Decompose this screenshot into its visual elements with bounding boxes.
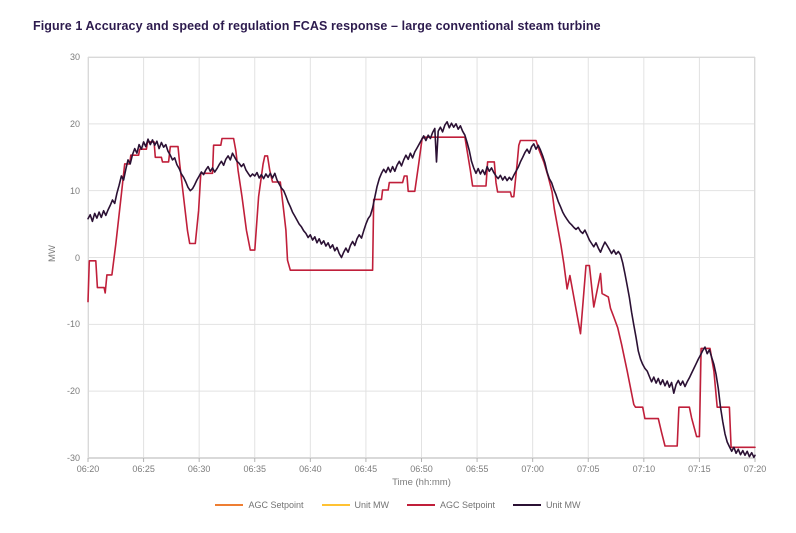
x-tick-label: 06:45 — [354, 464, 378, 474]
series-line-agc-setpoint-2 — [87, 136, 756, 449]
legend-line-swatch — [407, 504, 435, 506]
x-tick-label: 07:15 — [688, 464, 711, 474]
x-tick-label: 06:55 — [465, 464, 489, 474]
chart-canvas — [87, 56, 756, 462]
x-tick-label: 06:35 — [243, 464, 267, 474]
x-tick-label: 06:40 — [299, 464, 322, 474]
legend-label: Unit MW — [354, 500, 390, 510]
y-tick-label: 30 — [69, 52, 80, 62]
legend-item-unit-mw-3: Unit MW — [513, 500, 581, 510]
y-axis-title: MW — [46, 245, 58, 262]
legend-label: AGC Setpoint — [248, 500, 304, 510]
x-tick-label: 06:25 — [132, 464, 155, 474]
figure-title: Figure 1 Accuracy and speed of regulatio… — [33, 19, 601, 33]
y-tick-label: -20 — [66, 386, 80, 397]
chart-legend: AGC Setpoint Unit MW AGC Setpoint Unit MW — [0, 500, 796, 510]
x-axis-title: Time (hh:mm) — [392, 477, 451, 488]
legend-label: Unit MW — [546, 500, 581, 510]
y-tick-label: 20 — [69, 118, 80, 129]
plot-border — [88, 57, 755, 458]
x-tick-label: 07:20 — [743, 464, 767, 474]
y-tick-label: -10 — [66, 319, 80, 330]
legend-line-swatch — [215, 504, 244, 506]
x-tick-label: 07:00 — [521, 464, 544, 474]
series-line-unit-mw-3 — [87, 121, 756, 459]
x-tick-label: 06:20 — [76, 464, 100, 474]
legend-item-agc-setpoint-2: AGC Setpoint — [407, 500, 495, 510]
y-tick-label: -30 — [66, 453, 80, 463]
legend-line-swatch — [513, 504, 542, 506]
x-tick-label: 07:05 — [576, 464, 600, 474]
legend-item-agc-setpoint-0: AGC Setpoint — [215, 500, 304, 510]
x-tick-label: 06:50 — [410, 464, 433, 474]
x-tick-label: 07:10 — [632, 464, 656, 474]
legend-label: AGC Setpoint — [440, 500, 496, 510]
plot-area — [87, 56, 756, 462]
y-tick-label: 0 — [74, 252, 80, 263]
legend-line-swatch — [321, 504, 350, 506]
legend-item-unit-mw-1: Unit MW — [321, 500, 390, 510]
x-tick-label: 06:30 — [187, 464, 211, 474]
y-tick-label: 10 — [69, 185, 80, 196]
